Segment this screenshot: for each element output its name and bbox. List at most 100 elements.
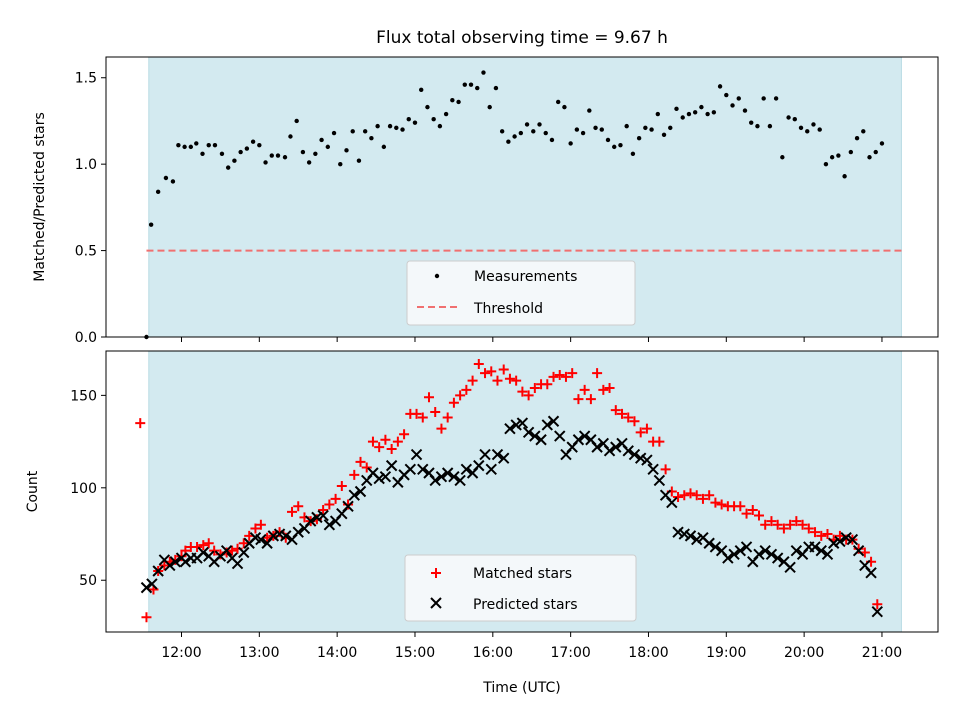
y-tick-label: 0.0 — [75, 330, 97, 346]
matched-star-point — [735, 501, 746, 512]
predicted-star-point — [485, 463, 497, 476]
measurement-point — [325, 144, 331, 150]
matched-star-point — [822, 529, 833, 540]
measurement-point — [206, 142, 211, 148]
measurement-point — [817, 127, 822, 132]
matched-star-point — [411, 408, 422, 419]
measurement-point — [282, 155, 288, 160]
measurement-point — [580, 130, 586, 136]
measurement-point — [225, 165, 231, 170]
predicted-star-point — [740, 541, 753, 553]
matched-star-point — [198, 540, 209, 551]
count-chart: 50 100 150 12:00 13:00 14:00 15:00 16:00 17:00 18… — [25, 350, 939, 696]
predicted-star-point — [516, 417, 529, 429]
x-tick-label: 14:00 — [317, 645, 357, 661]
matched-star-point — [635, 427, 646, 438]
ratio-chart-ticks: 0.0 0.5 1.0 1.5 — [75, 71, 883, 346]
measurement-point — [468, 82, 474, 87]
predicted-star-point — [684, 530, 697, 542]
predicted-star-point — [197, 546, 209, 559]
matched-star-point — [517, 386, 528, 397]
measurement-point — [861, 129, 866, 134]
matched-star-point — [573, 394, 584, 405]
measurement-point — [761, 96, 766, 101]
measurement-point — [456, 99, 461, 105]
matched-star-point — [697, 493, 708, 504]
measurement-point — [257, 142, 262, 148]
measurement-point — [163, 175, 169, 181]
matched-star-point — [255, 519, 266, 530]
measurement-point — [238, 149, 243, 155]
predicted-star-point — [304, 515, 317, 527]
legend-matched-marker — [431, 568, 441, 578]
matched-star-point — [504, 373, 515, 384]
predicted-star-point — [417, 463, 429, 476]
predicted-star-point — [169, 556, 181, 568]
measurement-point — [699, 104, 704, 110]
measurement-point — [630, 151, 636, 156]
measurement-point — [593, 125, 598, 131]
measurement-point — [661, 132, 667, 137]
matched-star-point — [430, 407, 441, 418]
predicted-star-point — [342, 500, 354, 512]
matched-star-point — [617, 408, 628, 419]
matched-star-point — [641, 423, 652, 434]
measurement-point — [294, 118, 299, 124]
measurement-point — [300, 149, 306, 155]
measurement-point — [786, 115, 791, 120]
measurement-point — [499, 129, 505, 134]
predicted-star-point — [220, 544, 233, 557]
measurement-point — [524, 122, 530, 127]
measurement-point — [263, 160, 268, 165]
matched-star-point — [511, 375, 522, 386]
measurement-point — [599, 127, 604, 132]
matched-star-point — [629, 416, 640, 427]
count-chart-frame — [105, 350, 939, 633]
predicted-star-point — [379, 471, 392, 483]
predicted-star-point — [179, 556, 192, 568]
measurement-point — [212, 142, 218, 148]
count-legend: Matched stars Predicted stars — [404, 554, 637, 622]
matched-star-point — [461, 384, 472, 395]
matched-star-point — [772, 519, 783, 530]
matched-star-point — [529, 382, 540, 393]
predicted-star-point — [865, 567, 877, 579]
matched-star-point — [367, 436, 378, 447]
predicted-star-point — [323, 519, 336, 531]
matched-star-point — [585, 394, 596, 405]
measurement-point — [381, 144, 387, 150]
count-chart-ticks: 50 100 150 12:00 13:00 14:00 15:00 16:00 17:00 18… — [70, 388, 902, 661]
ratio-y-axis-label: Matched/Predicted stars — [32, 112, 48, 282]
predicted-star-point — [734, 544, 747, 557]
predicted-star-point — [140, 581, 153, 594]
measurement-point — [431, 117, 436, 122]
matched-star-point — [523, 390, 534, 401]
measurement-point — [176, 142, 181, 148]
matched-star-point — [336, 480, 347, 491]
legend-threshold-label: Threshold — [473, 301, 543, 317]
predicted-star-point — [653, 474, 666, 487]
matched-star-point — [797, 519, 808, 530]
measurement-point — [412, 120, 418, 125]
y-tick-label: 1.5 — [75, 71, 97, 87]
matched-star-point — [791, 516, 802, 527]
measurement-point — [742, 108, 748, 113]
measurement-point — [487, 104, 492, 110]
matched-star-point — [448, 397, 459, 408]
matched-star-point — [141, 612, 152, 623]
measurement-point — [356, 158, 362, 163]
measurement-point — [574, 127, 580, 132]
measurement-point — [387, 123, 393, 129]
measurement-point — [767, 123, 773, 129]
measurement-point — [587, 108, 592, 113]
matched-star-point — [803, 523, 814, 534]
predicted-star-point — [790, 544, 803, 557]
matched-star-point — [598, 384, 609, 395]
matched-star-point — [654, 436, 665, 447]
matched-star-point — [203, 538, 214, 549]
matched-star-point — [766, 516, 777, 527]
measurement-points — [144, 70, 885, 340]
matched-star-point — [623, 412, 634, 423]
count-y-axis-label: Count — [25, 470, 41, 512]
x-tick-label: 15:00 — [395, 645, 435, 661]
